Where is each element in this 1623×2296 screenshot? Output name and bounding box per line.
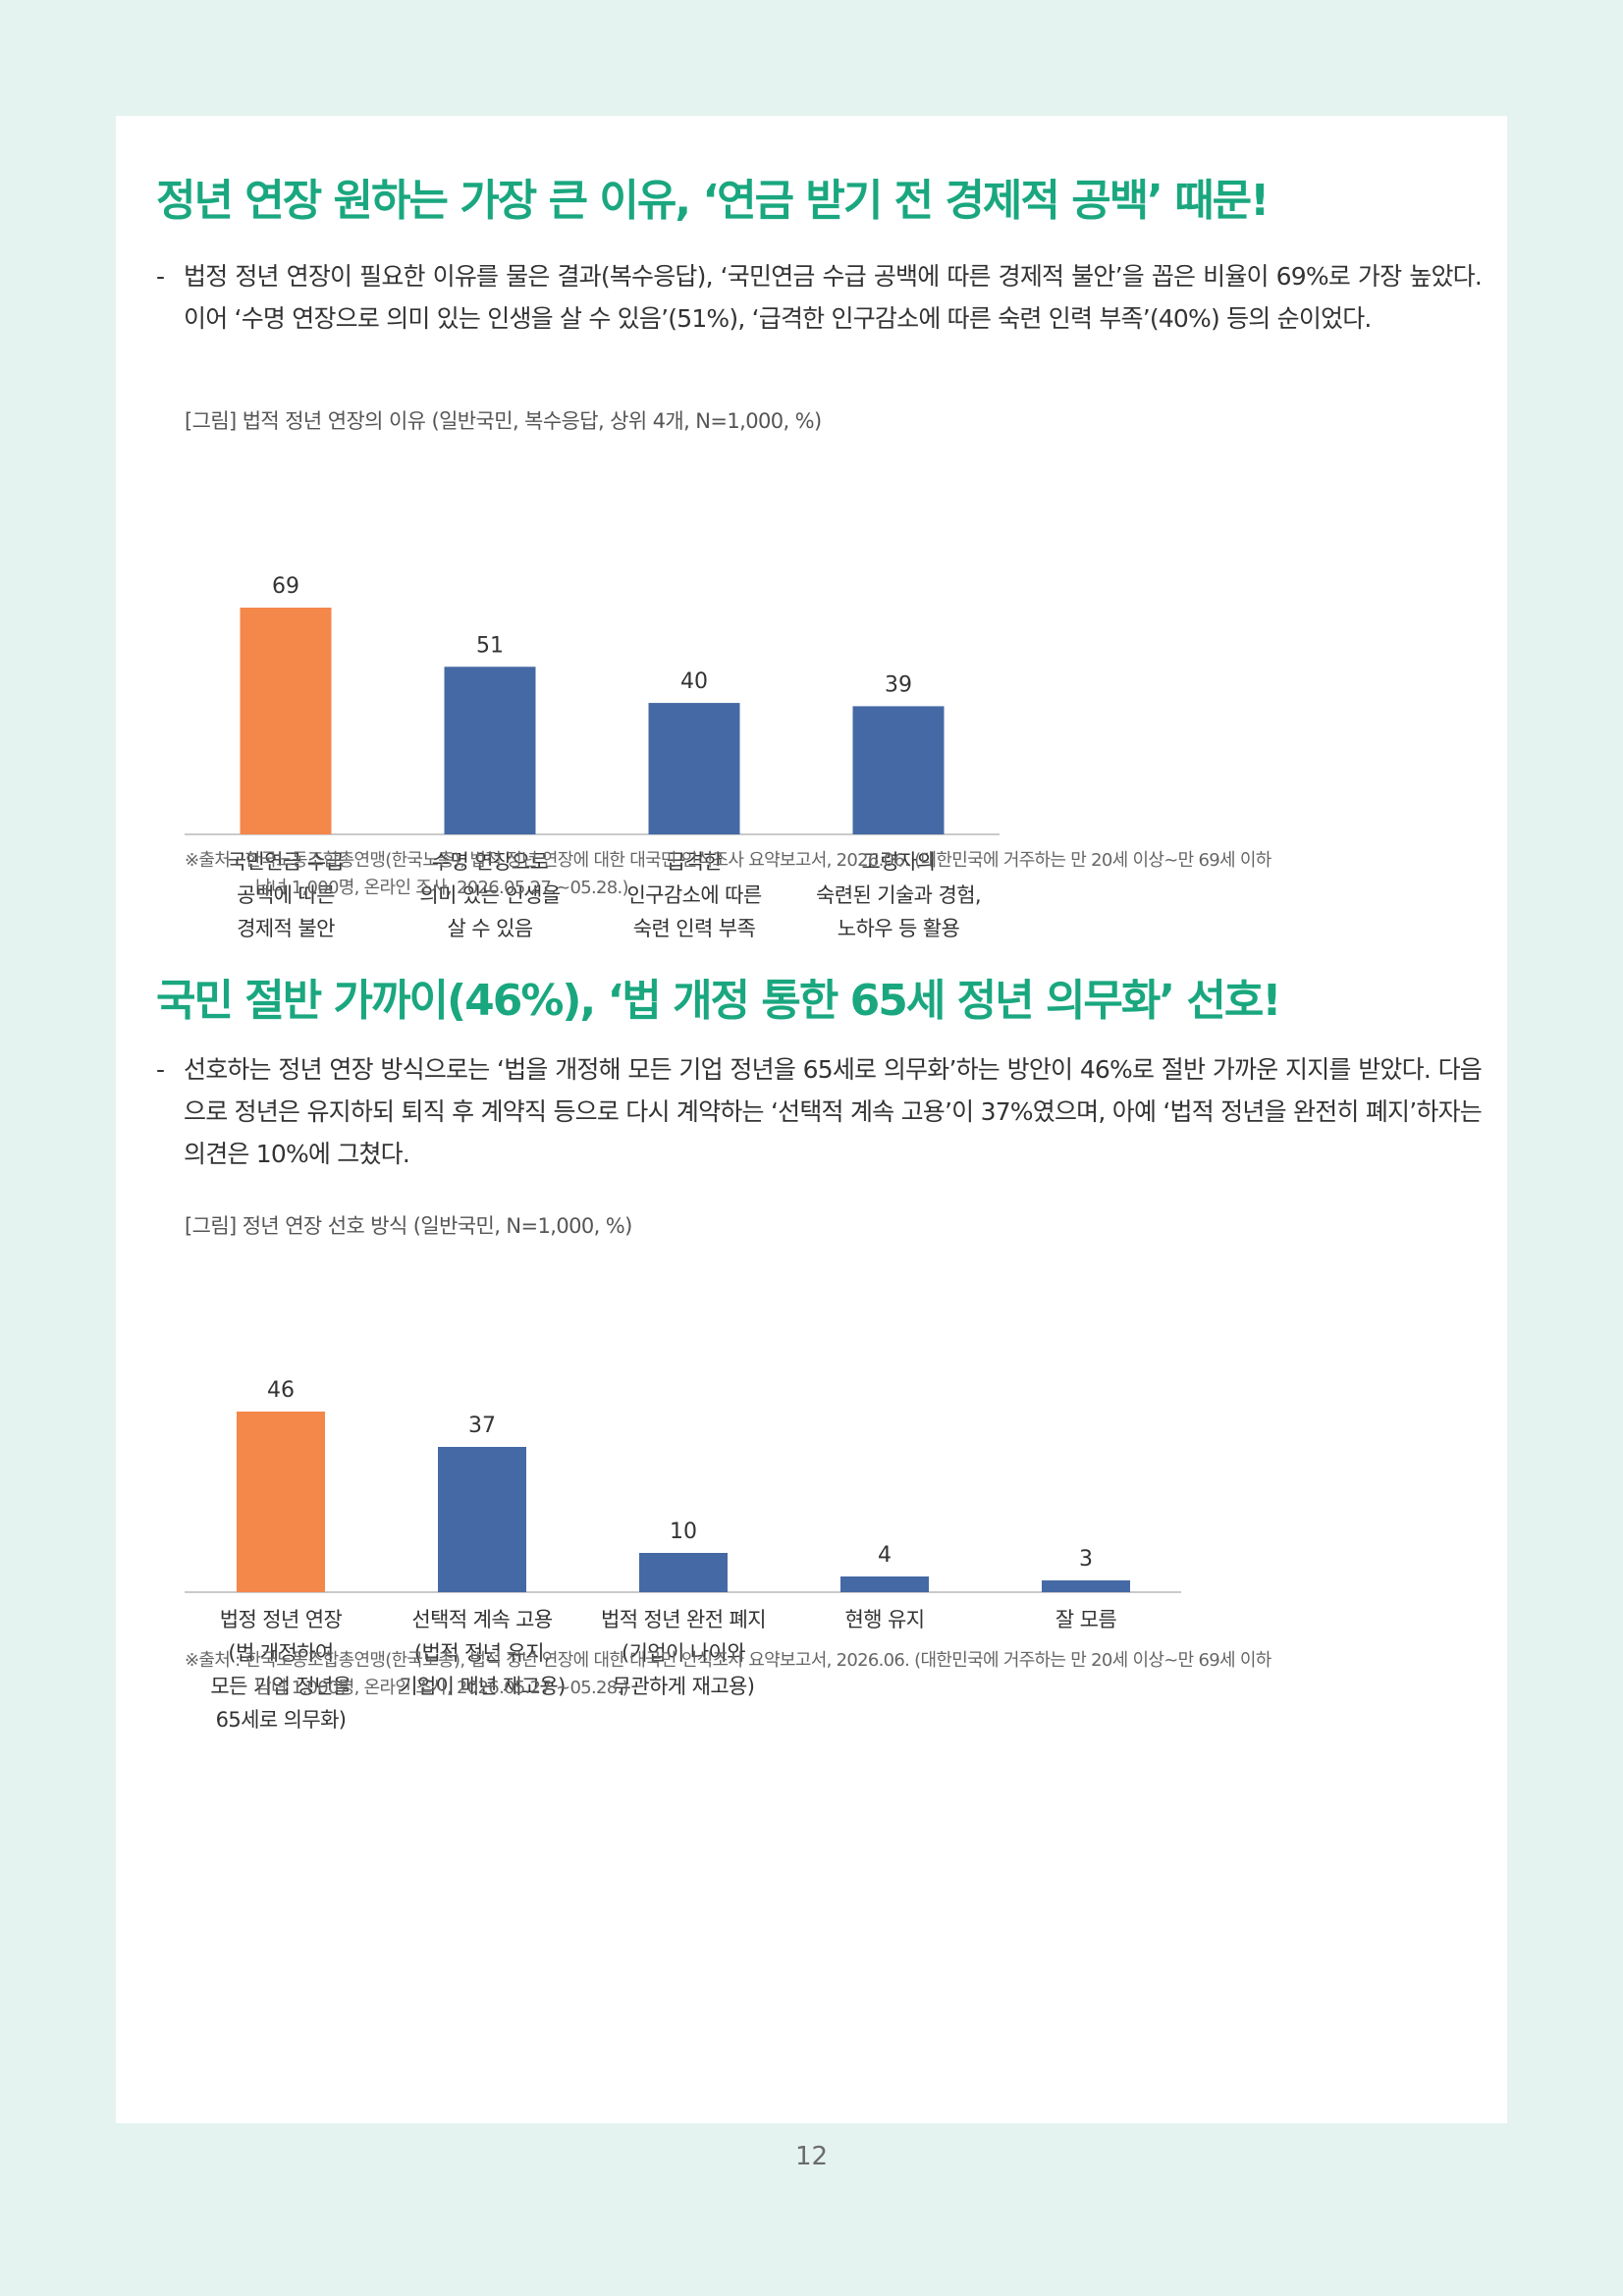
data-label-2: 51 <box>476 633 504 658</box>
bar-4 <box>852 706 945 834</box>
bullet-dash: - <box>156 1055 165 1084</box>
category-label-4-line-3: 노하우 등 활용 <box>838 917 960 940</box>
bar-3 <box>639 1553 728 1592</box>
section1-title: 정년 연장 원하는 가장 큰 이유, ‘연금 받기 전 경제적 공백’ 때문! <box>156 176 1270 226</box>
figure2-source: ※출처 : 한국노동조합총연맹(한국노총), 법적 정년 연장에 대한 대국민 … <box>185 1647 1461 1702</box>
category-label-2-line-3: 기업이 매년 재고용) <box>399 1675 566 1698</box>
section2-paragraph-text: 선호하는 정년 연장 방식으로는 ‘법을 개정해 모든 기업 정년을 65세로 … <box>184 1055 1483 1168</box>
data-label-2: 37 <box>468 1414 496 1438</box>
category-label-2-line-3: 살 수 있음 <box>447 917 532 940</box>
figure2-source-line2: 남녀 1,000명, 온라인 조사, 2026.05.27.~05.28.) <box>255 1678 629 1698</box>
bar-2 <box>438 1447 526 1592</box>
figure1-caption: [그림] 법적 정년 연장의 이유 (일반국민, 복수응답, 상위 4개, N=… <box>185 409 822 433</box>
category-label-5-line-1: 잘 모름 <box>1055 1608 1117 1631</box>
category-label-3-line-2: (기업이 나이와 <box>622 1641 745 1665</box>
category-label-1-line-3: 모든 기업 정년을 <box>210 1675 351 1698</box>
category-label-2-line-1: 선택적 계속 고용 <box>411 1608 552 1631</box>
category-label-1-line-2: 공백에 따른 <box>237 883 335 907</box>
bar-2 <box>444 667 536 834</box>
section2-title: 국민 절반 가까이(46%), ‘법 개정 통한 65세 정년 의무화’ 선호! <box>156 976 1281 1026</box>
bar-5 <box>1042 1580 1130 1592</box>
report-page: 정년 연장 원하는 가장 큰 이유, ‘연금 받기 전 경제적 공백’ 때문! … <box>116 116 1507 2123</box>
bar-1 <box>240 608 332 834</box>
category-label-4-line-2: 숙련된 기술과 경험, <box>816 883 981 907</box>
bar-3 <box>648 703 740 834</box>
data-label-3: 40 <box>680 669 708 694</box>
category-label-3-line-3: 숙련 인력 부족 <box>633 917 756 940</box>
category-label-4-line-1: 고령자의 <box>862 850 936 874</box>
category-label-3-line-2: 인구감소에 따른 <box>626 883 761 907</box>
category-label-1-line-2: (법 개정하여 <box>228 1641 333 1665</box>
category-label-1-line-1: 국민연금 수급 <box>228 850 345 874</box>
category-label-2-line-2: (법적 정년 유지, <box>414 1641 550 1665</box>
bar-1 <box>237 1412 325 1592</box>
page-number: 12 <box>794 2142 829 2171</box>
category-label-3-line-1: 급격한 <box>667 850 722 874</box>
figure1-source-line2: 남녀 1,000명, 온라인 조사, 2026.05.27.~05.28.) <box>255 878 629 898</box>
category-label-2-line-1: 수명 연장으로 <box>432 850 549 874</box>
section2-paragraph: - 선호하는 정년 연장 방식으로는 ‘법을 개정해 모든 기업 정년을 65세… <box>156 1048 1483 1175</box>
category-label-3-line-1: 법적 정년 완전 폐지 <box>601 1608 766 1631</box>
figure2-source-line1: ※출처 : 한국노동조합총연맹(한국노총), 법적 정년 연장에 대한 대국민 … <box>185 1650 1271 1671</box>
category-label-4-line-1: 현행 유지 <box>845 1608 925 1631</box>
category-label-3-line-3: 무관하게 재고용) <box>613 1675 755 1698</box>
category-label-1-line-4: 65세로 의무화) <box>216 1708 347 1732</box>
data-label-1: 46 <box>267 1378 295 1403</box>
category-label-1-line-3: 경제적 불안 <box>237 917 335 940</box>
bullet-dash: - <box>156 262 165 291</box>
data-label-4: 4 <box>878 1543 892 1568</box>
category-label-2-line-2: 의미 있는 인생을 <box>419 883 560 907</box>
section1-paragraph: - 법정 정년 연장이 필요한 이유를 물은 결과(복수응답), ‘국민연금 수… <box>156 255 1483 340</box>
data-label-4: 39 <box>885 672 912 697</box>
figure1-source: ※출처 : 한국노동조합총연맹(한국노총), 법적 정년 연장에 대한 대국민 … <box>185 847 1461 902</box>
data-label-1: 69 <box>272 574 299 599</box>
data-label-3: 10 <box>670 1520 697 1544</box>
data-label-5: 3 <box>1079 1547 1093 1572</box>
section1-paragraph-text: 법정 정년 연장이 필요한 이유를 물은 결과(복수응답), ‘국민연금 수급 … <box>184 262 1483 333</box>
figure1-source-line1: ※출처 : 한국노동조합총연맹(한국노총), 법적 정년 연장에 대한 대국민 … <box>185 850 1271 871</box>
bar-4 <box>840 1576 929 1592</box>
category-label-1-line-1: 법정 정년 연장 <box>220 1608 343 1631</box>
figure2-caption: [그림] 정년 연장 선호 방식 (일반국민, N=1,000, %) <box>185 1214 632 1238</box>
